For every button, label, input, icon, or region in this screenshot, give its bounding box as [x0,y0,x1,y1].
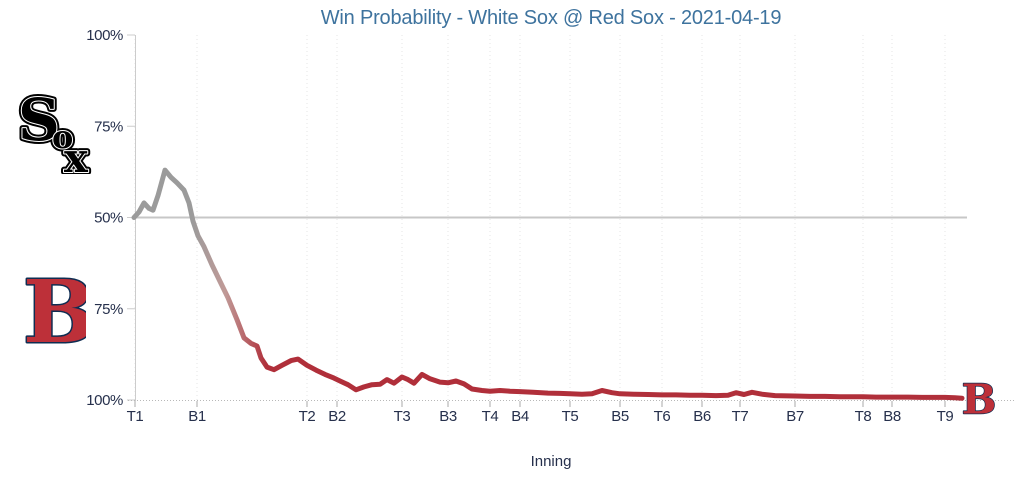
x-axis-label: T2 [299,408,316,425]
x-axis-title: Inning [530,453,572,470]
x-axis-label: B7 [786,408,804,425]
red-sox-logo: B [20,261,98,365]
x-axis-label: B3 [439,408,457,425]
svg-text:S: S [18,86,60,154]
x-axis-label: B1 [188,408,206,425]
red-sox-logo-end-icon: B [961,374,997,424]
white-sox-logo: S o x S o x [15,83,94,185]
y-axis-label: 100% [86,27,123,44]
x-axis-label: B5 [611,408,629,425]
x-axis-label: B2 [328,408,346,425]
x-axis-label: B4 [511,408,529,425]
x-axis-label: B8 [883,408,901,425]
white-sox-letter-s: S [18,86,60,154]
white-sox-letter-o: o [52,118,73,156]
svg-text:o: o [52,118,73,156]
y-axis-label: 100% [86,392,123,409]
y-axis-label: 75% [94,301,123,318]
x-axis-label: T5 [562,408,579,425]
x-axis-label: T7 [732,408,749,425]
y-axis-label: 50% [94,210,123,227]
x-axis-label: T6 [654,408,671,425]
chart-title: Win Probability - White Sox @ Red Sox - … [320,7,782,29]
red-sox-letter-b: B [23,268,86,360]
win-probability-line [131,167,965,401]
x-axis-label: T3 [394,408,411,425]
x-axis-label: T8 [855,408,872,425]
red-sox-logo-line-end: B [956,374,997,427]
svg-text:B: B [962,378,996,422]
x-axis-label: T9 [937,408,954,425]
x-axis-label: B6 [693,408,711,425]
y-axis-label: 75% [94,118,123,135]
x-axis-label: T4 [482,408,499,425]
red-sox-logo-icon: B [22,261,98,365]
x-axis-label: T1 [127,408,144,425]
